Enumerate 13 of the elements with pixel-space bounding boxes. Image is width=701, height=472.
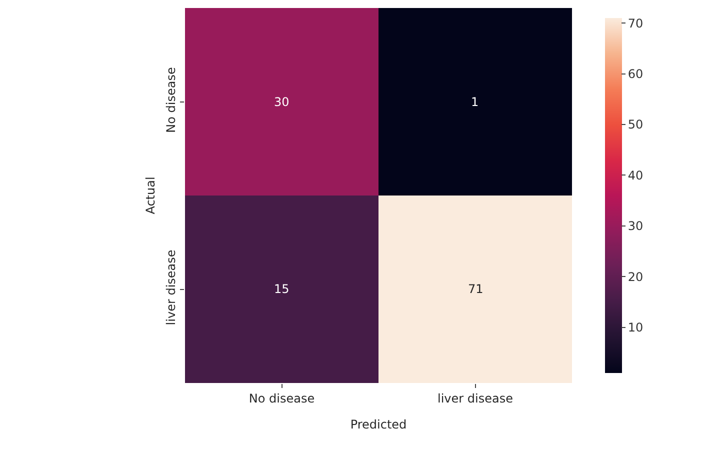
color-bar-label: 70 <box>628 16 644 30</box>
x-axis-title: Predicted <box>350 417 407 432</box>
color-bar-label: 40 <box>628 168 644 182</box>
color-bar-label: 10 <box>628 320 644 335</box>
data-label: 1 <box>471 95 479 109</box>
data-label: 30 <box>274 95 290 109</box>
data-label: 71 <box>468 282 484 296</box>
color-bar-label: 20 <box>628 270 644 284</box>
color-bar-label: 60 <box>628 66 644 81</box>
color-bar-label: 50 <box>628 118 644 132</box>
color-bar-label: 30 <box>628 219 644 234</box>
y-axis-title: Actual <box>144 176 158 214</box>
data-label: 15 <box>274 282 290 296</box>
